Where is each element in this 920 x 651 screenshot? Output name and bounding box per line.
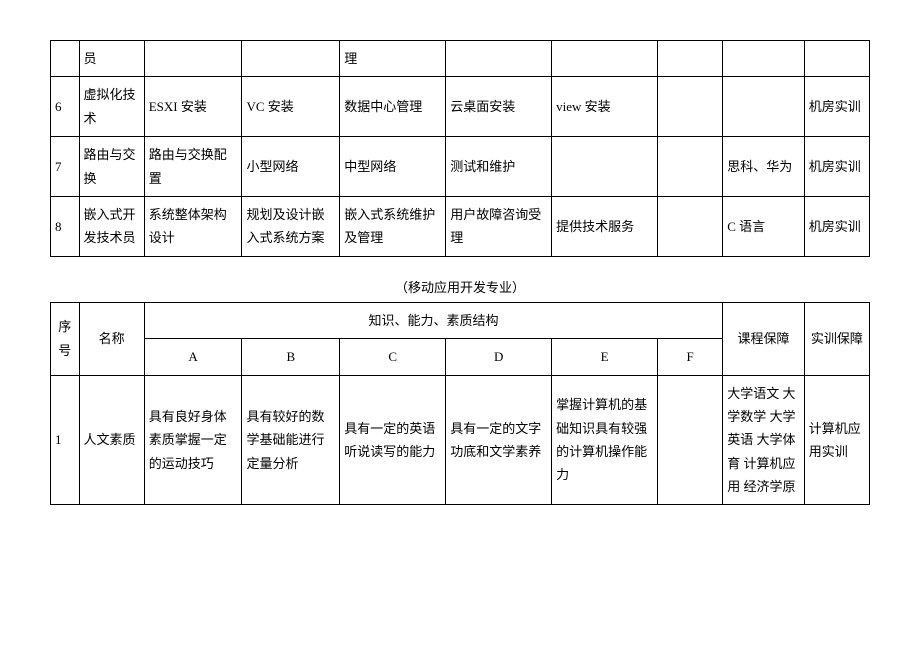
- table-top-body: 员 理 6 虚拟化技术 ESXI 安装 VC 安装 数据中心管理 云桌面安装 v…: [51, 41, 870, 257]
- cell: [552, 41, 658, 77]
- table-row: 8 嵌入式开发技术员 系统整体架构设计 规划及设计嵌入式系统方案 嵌入式系统维护…: [51, 196, 870, 256]
- cell: [552, 137, 658, 197]
- table-row: 7 路由与交换 路由与交换配置 小型网络 中型网络 测试和维护 思科、华为 机房…: [51, 137, 870, 197]
- cell: 虚拟化技术: [79, 77, 144, 137]
- table-bottom: 序号 名称 知识、能力、素质结构 课程保障 实训保障 A B C D E F 1…: [50, 302, 870, 506]
- cell: [658, 41, 723, 77]
- table2-caption: （移动应用开发专业）: [50, 277, 870, 296]
- cell: [658, 196, 723, 256]
- cell: 路由与交换配置: [144, 137, 242, 197]
- cell: [446, 41, 552, 77]
- col-header-course: 课程保障: [723, 302, 804, 375]
- cell: 小型网络: [242, 137, 340, 197]
- col-e: E: [552, 339, 658, 375]
- cell-g: 大学语文 大学数学 大学英语 大学体育 计算机应用 经济学原: [723, 375, 804, 505]
- cell: 规划及设计嵌入式系统方案: [242, 196, 340, 256]
- col-f: F: [658, 339, 723, 375]
- cell: 理: [340, 41, 446, 77]
- cell: [242, 41, 340, 77]
- cell: 数据中心管理: [340, 77, 446, 137]
- cell: [51, 41, 80, 77]
- col-header-name: 名称: [79, 302, 144, 375]
- col-d: D: [446, 339, 552, 375]
- col-header-train: 实训保障: [804, 302, 869, 375]
- cell-e: 掌握计算机的基础知识具有较强的计算机操作能力: [552, 375, 658, 505]
- col-a: A: [144, 339, 242, 375]
- cell: 嵌入式开发技术员: [79, 196, 144, 256]
- cell: [658, 137, 723, 197]
- cell: 用户故障咨询受理: [446, 196, 552, 256]
- cell: 8: [51, 196, 80, 256]
- cell-f: [658, 375, 723, 505]
- cell: [658, 77, 723, 137]
- cell: 云桌面安装: [446, 77, 552, 137]
- cell: 思科、华为: [723, 137, 804, 197]
- cell-a: 具有良好身体素质掌握一定的运动技巧: [144, 375, 242, 505]
- cell: 系统整体架构设计: [144, 196, 242, 256]
- cell: 员: [79, 41, 144, 77]
- cell: 嵌入式系统维护及管理: [340, 196, 446, 256]
- cell: [804, 41, 869, 77]
- cell: 6: [51, 77, 80, 137]
- cell: 机房实训: [804, 77, 869, 137]
- table-top: 员 理 6 虚拟化技术 ESXI 安装 VC 安装 数据中心管理 云桌面安装 v…: [50, 40, 870, 257]
- col-b: B: [242, 339, 340, 375]
- cell: ESXI 安装: [144, 77, 242, 137]
- col-c: C: [340, 339, 446, 375]
- table-row: 员 理: [51, 41, 870, 77]
- cell: C 语言: [723, 196, 804, 256]
- table-row: 6 虚拟化技术 ESXI 安装 VC 安装 数据中心管理 云桌面安装 view …: [51, 77, 870, 137]
- cell: 路由与交换: [79, 137, 144, 197]
- cell-b: 具有较好的数学基础能进行定量分析: [242, 375, 340, 505]
- col-header-num: 序号: [51, 302, 80, 375]
- cell-d: 具有一定的文字功底和文学素养: [446, 375, 552, 505]
- cell: 中型网络: [340, 137, 446, 197]
- cell: [723, 41, 804, 77]
- cell: 机房实训: [804, 137, 869, 197]
- table-row: 1 人文素质 具有良好身体素质掌握一定的运动技巧 具有较好的数学基础能进行定量分…: [51, 375, 870, 505]
- table-header-row: 序号 名称 知识、能力、素质结构 课程保障 实训保障: [51, 302, 870, 338]
- cell: [723, 77, 804, 137]
- cell: [144, 41, 242, 77]
- col-header-group: 知识、能力、素质结构: [144, 302, 723, 338]
- cell-name: 人文素质: [79, 375, 144, 505]
- cell-num: 1: [51, 375, 80, 505]
- cell-c: 具有一定的英语听说读写的能力: [340, 375, 446, 505]
- cell: 7: [51, 137, 80, 197]
- cell: 提供技术服务: [552, 196, 658, 256]
- cell: 测试和维护: [446, 137, 552, 197]
- cell: VC 安装: [242, 77, 340, 137]
- cell: 机房实训: [804, 196, 869, 256]
- cell: view 安装: [552, 77, 658, 137]
- cell-h: 计算机应用实训: [804, 375, 869, 505]
